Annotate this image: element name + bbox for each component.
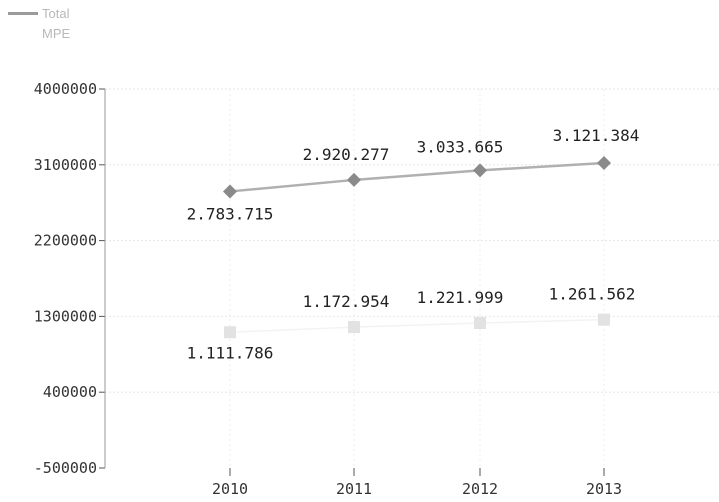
data-point-total xyxy=(223,184,237,199)
data-label-mpe: 1.172.954 xyxy=(303,292,390,311)
series-line-total xyxy=(229,161,605,193)
data-label-total: 2.920.277 xyxy=(303,145,390,164)
data-point-total xyxy=(347,172,361,187)
x-tick-label: 2010 xyxy=(212,480,248,498)
y-tick-label: 3100000 xyxy=(34,156,97,174)
data-label-total: 2.783.715 xyxy=(187,204,274,223)
x-tick-label: 2013 xyxy=(586,480,622,498)
data-point-total xyxy=(597,155,611,170)
x-tick-label: 2011 xyxy=(336,480,372,498)
data-label-mpe: 1.261.562 xyxy=(549,285,636,304)
legend-swatch-total xyxy=(8,12,38,15)
series-line-mpe xyxy=(229,318,605,334)
y-tick-label: 400000 xyxy=(43,383,97,401)
data-point-mpe xyxy=(598,313,610,326)
legend-item-mpe: MPE xyxy=(8,26,70,41)
y-tick-label: 4000000 xyxy=(34,80,97,98)
y-tick-label: 1300000 xyxy=(34,307,97,325)
data-label-total: 3.121.384 xyxy=(553,126,640,145)
y-tick-label: -500000 xyxy=(34,459,97,477)
data-point-mpe xyxy=(224,326,236,339)
legend-label-mpe: MPE xyxy=(42,26,71,41)
data-point-mpe xyxy=(474,316,486,329)
legend-label-total: Total xyxy=(42,6,70,21)
x-tick-label: 2012 xyxy=(462,480,498,498)
data-label-total: 3.033.665 xyxy=(417,137,504,156)
data-label-mpe: 1.111.786 xyxy=(187,343,274,362)
data-label-mpe: 1.221.999 xyxy=(417,288,504,307)
y-tick-label: 2200000 xyxy=(34,232,97,250)
data-point-mpe xyxy=(348,321,360,334)
data-point-total xyxy=(473,163,487,178)
legend-item-total: Total xyxy=(8,6,69,21)
